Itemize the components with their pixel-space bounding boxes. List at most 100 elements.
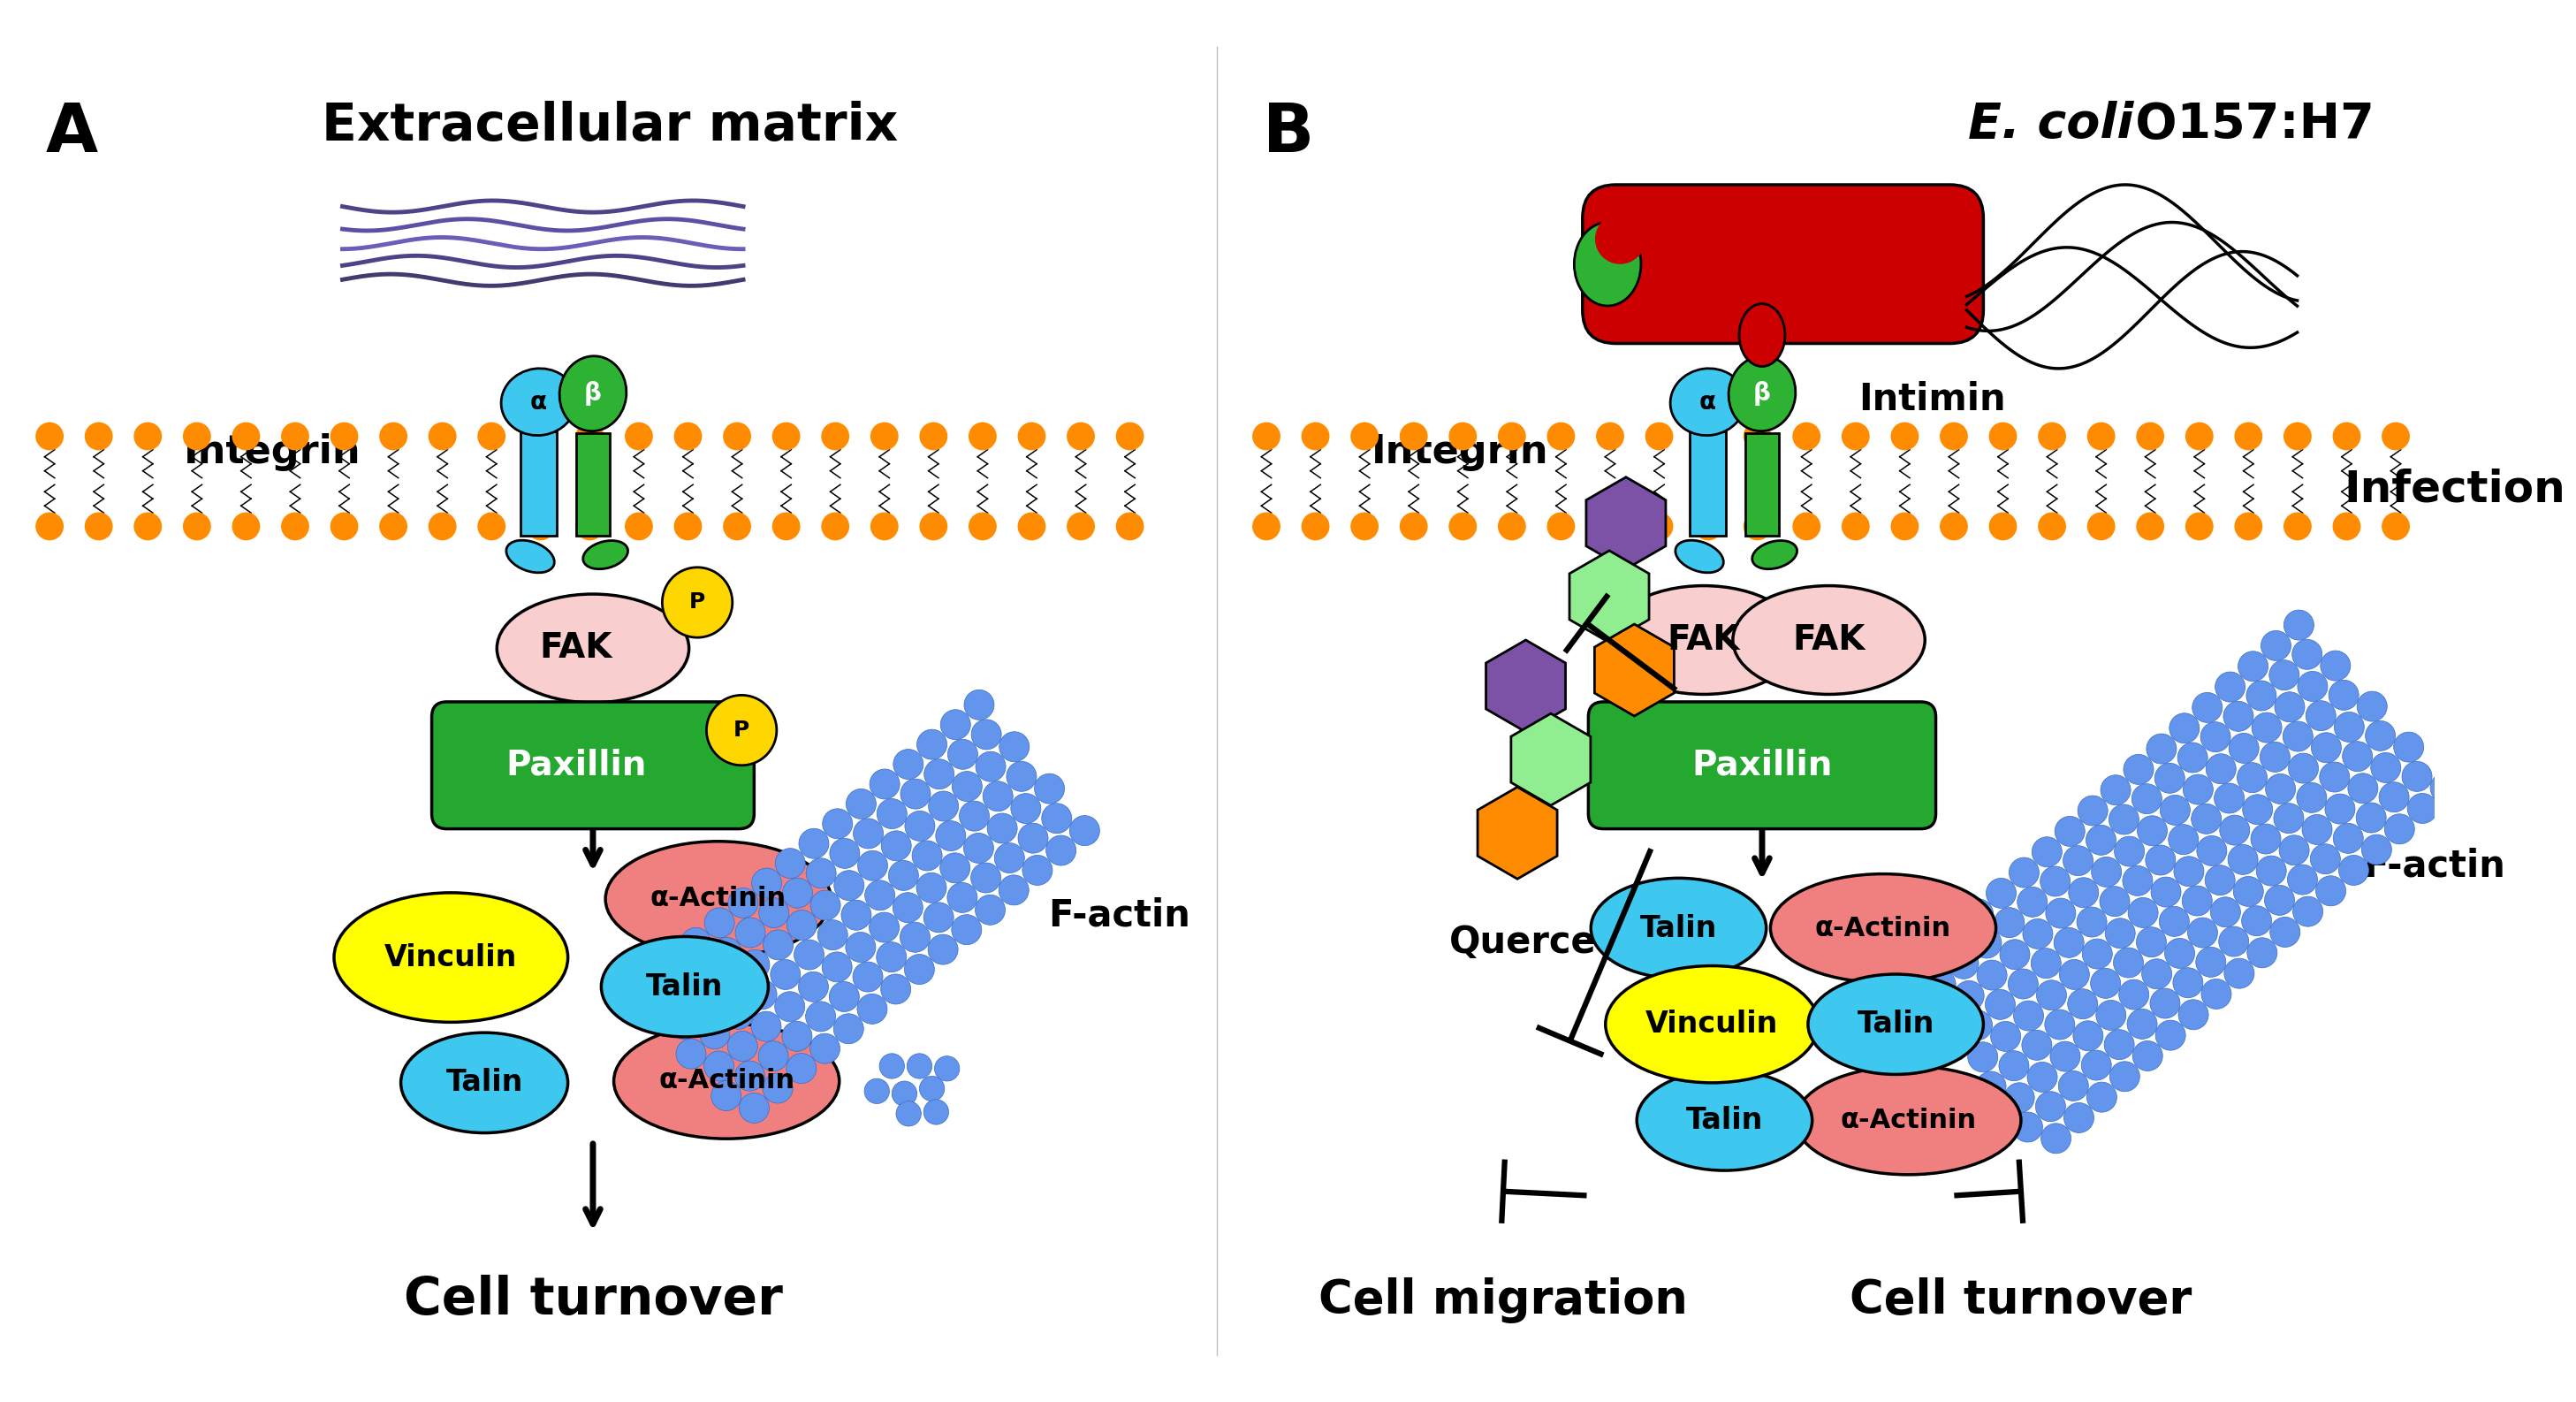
Ellipse shape: [1752, 541, 1798, 569]
Polygon shape: [520, 432, 556, 536]
Circle shape: [1695, 513, 1721, 540]
Circle shape: [907, 1053, 933, 1078]
Circle shape: [2429, 773, 2460, 803]
Circle shape: [2038, 423, 2066, 450]
Circle shape: [963, 690, 994, 719]
Circle shape: [2063, 1103, 2094, 1133]
Circle shape: [853, 962, 884, 991]
Text: α-Actinin: α-Actinin: [649, 886, 786, 911]
Text: Intimin: Intimin: [1857, 381, 2004, 418]
Circle shape: [36, 513, 62, 540]
Circle shape: [773, 423, 799, 450]
Circle shape: [2215, 784, 2244, 813]
Text: B: B: [1262, 101, 1314, 167]
Circle shape: [1940, 423, 1968, 450]
Circle shape: [868, 913, 899, 942]
Circle shape: [902, 780, 930, 809]
Circle shape: [969, 423, 997, 450]
Circle shape: [85, 513, 113, 540]
Circle shape: [1450, 423, 1476, 450]
Circle shape: [904, 810, 935, 841]
Circle shape: [2298, 672, 2329, 701]
Circle shape: [2244, 795, 2272, 824]
Circle shape: [2154, 763, 2184, 794]
Circle shape: [822, 952, 853, 981]
Circle shape: [2269, 917, 2300, 948]
Circle shape: [1976, 1071, 2007, 1102]
Circle shape: [2112, 948, 2143, 977]
FancyBboxPatch shape: [1582, 185, 1984, 343]
Text: Paxillin: Paxillin: [505, 749, 647, 782]
Circle shape: [762, 930, 793, 960]
Circle shape: [2362, 834, 2391, 865]
Circle shape: [881, 974, 912, 1004]
Circle shape: [2081, 1050, 2112, 1081]
Circle shape: [806, 1001, 835, 1032]
Circle shape: [1066, 513, 1095, 540]
Circle shape: [845, 789, 876, 819]
Circle shape: [2022, 1030, 2053, 1060]
Circle shape: [2275, 693, 2306, 722]
Circle shape: [891, 1081, 917, 1106]
Circle shape: [2146, 733, 2177, 764]
Circle shape: [2393, 732, 2424, 763]
Circle shape: [1046, 836, 1077, 865]
Circle shape: [662, 568, 732, 638]
Circle shape: [675, 423, 701, 450]
Circle shape: [894, 749, 922, 780]
Circle shape: [2339, 855, 2370, 885]
Circle shape: [760, 897, 788, 928]
Circle shape: [858, 851, 889, 880]
Circle shape: [2285, 513, 2311, 540]
Circle shape: [2133, 1040, 2164, 1071]
Circle shape: [889, 861, 920, 890]
Circle shape: [36, 423, 62, 450]
Circle shape: [1450, 513, 1476, 540]
Circle shape: [2136, 423, 2164, 450]
Circle shape: [2081, 939, 2112, 969]
Circle shape: [1793, 423, 1821, 450]
Circle shape: [2329, 680, 2360, 711]
Circle shape: [479, 423, 505, 450]
Text: FAK: FAK: [1667, 624, 1739, 656]
Circle shape: [1963, 1009, 1991, 1040]
Circle shape: [1401, 423, 1427, 450]
Ellipse shape: [1669, 369, 1747, 436]
Circle shape: [984, 781, 1012, 812]
Circle shape: [2169, 824, 2197, 855]
Circle shape: [2293, 896, 2324, 927]
Circle shape: [670, 1009, 698, 1039]
Circle shape: [430, 513, 456, 540]
Circle shape: [2318, 763, 2349, 792]
Circle shape: [2110, 805, 2138, 834]
Text: Vinculin: Vinculin: [1646, 1009, 1777, 1039]
Circle shape: [871, 423, 899, 450]
Circle shape: [134, 423, 162, 450]
Circle shape: [2239, 652, 2267, 681]
Circle shape: [1010, 794, 1041, 823]
Circle shape: [2110, 1061, 2141, 1092]
Circle shape: [2192, 803, 2221, 834]
Circle shape: [925, 758, 953, 789]
Circle shape: [2236, 513, 2262, 540]
Circle shape: [2087, 1082, 2117, 1112]
Circle shape: [1793, 513, 1821, 540]
Circle shape: [976, 894, 1005, 925]
Circle shape: [2138, 816, 2166, 845]
Ellipse shape: [559, 356, 626, 430]
Circle shape: [842, 900, 871, 930]
Ellipse shape: [600, 937, 768, 1037]
Circle shape: [2251, 824, 2280, 854]
Circle shape: [2040, 1123, 2071, 1154]
Circle shape: [2128, 1009, 2156, 1039]
Circle shape: [2097, 1000, 2125, 1030]
Circle shape: [2136, 513, 2164, 540]
Circle shape: [2246, 938, 2277, 967]
Circle shape: [2293, 639, 2321, 670]
Circle shape: [2017, 887, 2048, 917]
Circle shape: [969, 513, 997, 540]
Ellipse shape: [507, 540, 554, 572]
Circle shape: [2365, 721, 2396, 751]
Circle shape: [2334, 423, 2360, 450]
Circle shape: [2334, 823, 2362, 854]
